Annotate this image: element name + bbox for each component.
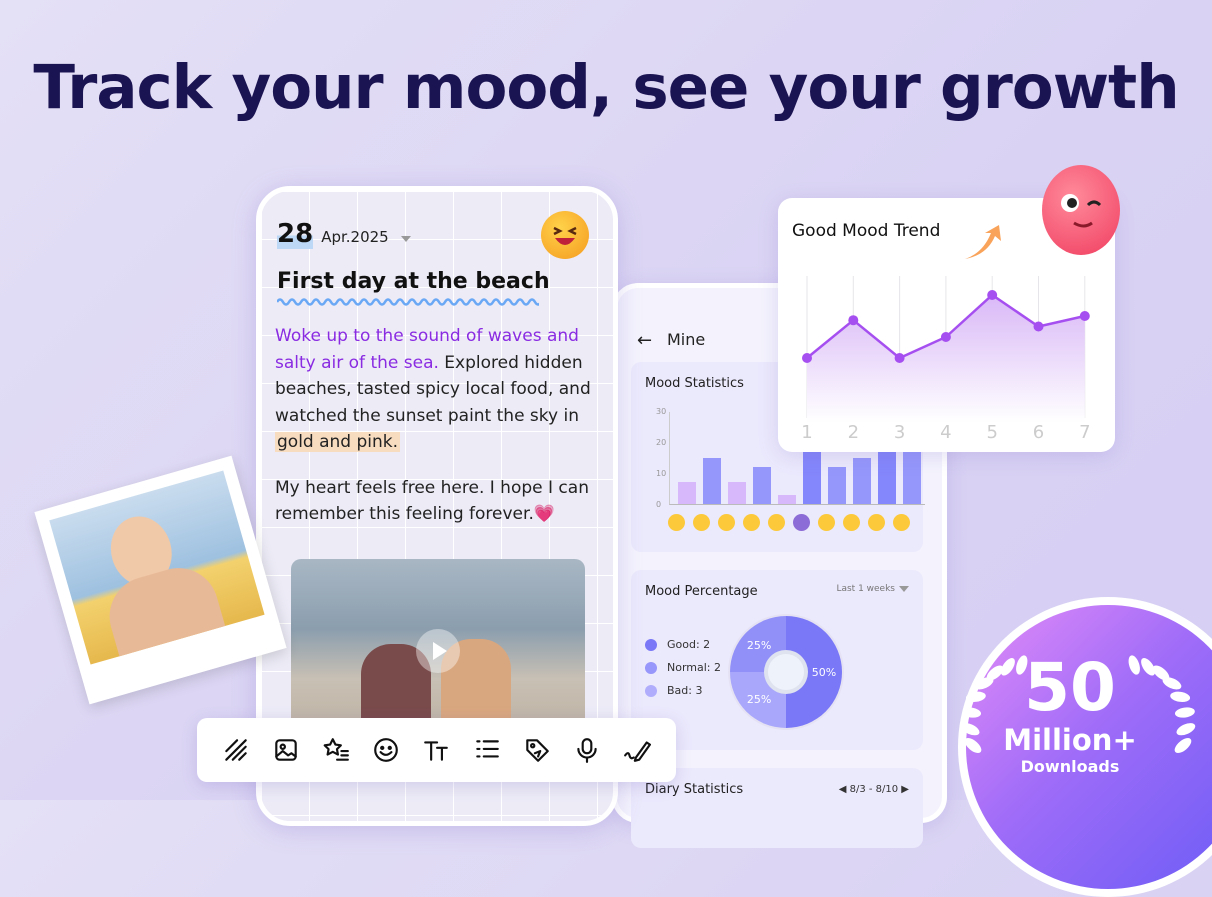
diary-title[interactable]: First day at the beach [277,269,550,294]
trend-line-chart: 1 2 3 4 5 6 7 [801,276,1091,443]
text-size-icon[interactable] [420,734,452,766]
kissing-heart-emoji-icon [893,514,910,531]
body-text: Explored hidden beaches, tasted spicy lo… [275,352,591,426]
x-tick-label: 4 [940,422,951,443]
slice-label: 25% [747,639,771,652]
mood-donut-chart: 50% 25% 25% [728,614,844,730]
mood-bar [678,482,696,504]
diary-statistics-card: Diary Statistics ◀ 8/3 - 8/10 ▶ [631,768,923,848]
microphone-icon[interactable] [571,734,603,766]
mood-percentage-card: Mood Percentage Last 1 weeks Good: 2 Norm… [631,570,923,750]
caret-down-icon [400,236,411,242]
downloads-badge: 50 Million+ Downloads [958,597,1212,897]
y-tick-label: 10 [656,469,667,478]
image-icon[interactable] [270,734,302,766]
card-title: Mood Statistics [645,376,744,391]
range-label: Last 1 weeks [836,584,895,594]
legend-label: Normal: 2 [667,661,722,674]
legend-item: Bad: 3 [645,684,702,697]
editor-toolbar [197,718,676,782]
x-tick-label: 2 [848,422,859,443]
x-tick-label: 3 [894,422,905,443]
relieved-emoji-icon [668,514,685,531]
mood-bar [828,466,846,504]
pen-icon[interactable] [621,734,653,766]
confounded-emoji-icon [768,514,785,531]
emoji-icon[interactable] [370,734,402,766]
x-tick-label: 6 [1033,422,1044,443]
legend-dot [645,638,657,651]
body-text: My heart feels free here. I hope I can r… [275,477,589,525]
joy-emoji-icon [868,514,885,531]
winking-emoji-sticker [1042,165,1120,255]
pattern-icon[interactable] [220,734,252,766]
x-tick-label: 7 [1079,422,1090,443]
date-range: 8/3 - 8/10 [849,784,899,795]
arrow-up-right-icon [965,225,1001,259]
trend-point [1033,321,1044,332]
slice-label: 50% [812,666,836,679]
slice-label: 25% [747,693,771,706]
list-icon[interactable] [471,734,503,766]
trend-point [802,353,812,363]
page-title: Mine [667,330,706,349]
play-button[interactable] [416,629,460,673]
heart-emoji: 💗 [533,504,556,524]
headline: Track your mood, see your growth [33,52,1179,123]
date-range-nav[interactable]: ◀ 8/3 - 8/10 ▶ [838,784,909,795]
badge-unit: Million+ [1003,723,1137,757]
trend-title: Good Mood Trend [792,221,941,241]
beach-photo-polaroid [34,455,287,705]
smiling-imp-emoji-icon [793,514,810,531]
trend-point [1079,311,1090,321]
legend-item: Normal: 2 [645,661,721,674]
smiley-emoji-icon [843,514,860,531]
date-selector[interactable]: 28 Apr.2025 [277,219,411,249]
legend-dot [645,684,657,697]
tag-icon[interactable] [521,734,553,766]
x-tick-label: 1 [801,422,812,443]
range-dropdown[interactable]: Last 1 weeks [836,584,909,594]
y-tick-label: 0 [656,500,662,509]
badge-number: 50 [1024,649,1116,726]
mood-bar [703,457,721,504]
legend-dot [645,661,657,674]
grinning-emoji-icon [693,514,710,531]
laughing-mood-icon[interactable] [541,211,589,259]
innocent-emoji-icon [818,514,835,531]
trend-point [848,315,859,326]
highlighted-text: gold and pink. [275,432,401,452]
laurel-wreath-icon [966,655,1196,754]
legend-label: Bad: 3 [667,684,703,697]
mood-bar [853,457,871,504]
badge-label: Downloads [1020,757,1120,776]
mood-bar [778,494,796,504]
diary-phone: 28 Apr.2025 First day at the beach Woke … [256,186,618,826]
donut-slice [786,616,842,728]
date-month: Apr.2025 [321,228,389,246]
y-tick-label: 20 [656,438,667,447]
legend-label: Good: 2 [667,638,711,651]
expressionless-emoji-icon [743,514,760,531]
card-title: Mood Percentage [645,584,758,599]
trend-point [894,353,905,363]
mood-bar [728,482,746,504]
trend-point [940,332,951,342]
x-tick-label: 5 [986,422,997,443]
y-tick-label: 30 [656,407,667,416]
star-list-icon[interactable] [320,734,352,766]
date-day: 28 [277,219,314,249]
trend-area [807,295,1085,423]
sweat-emoji-icon [718,514,735,531]
caret-down-icon [899,586,909,592]
mood-emoji-row [631,514,923,534]
wavy-underline [277,298,539,306]
highlighted-text: Woke up to the sound of waves and salty … [275,326,579,373]
mood-bar [753,466,771,504]
diary-body[interactable]: Woke up to the sound of waves and salty … [275,323,605,528]
legend-item: Good: 2 [645,638,710,651]
card-title: Diary Statistics [645,782,744,797]
trend-point [987,290,998,300]
back-arrow-icon[interactable]: ← [637,330,653,351]
